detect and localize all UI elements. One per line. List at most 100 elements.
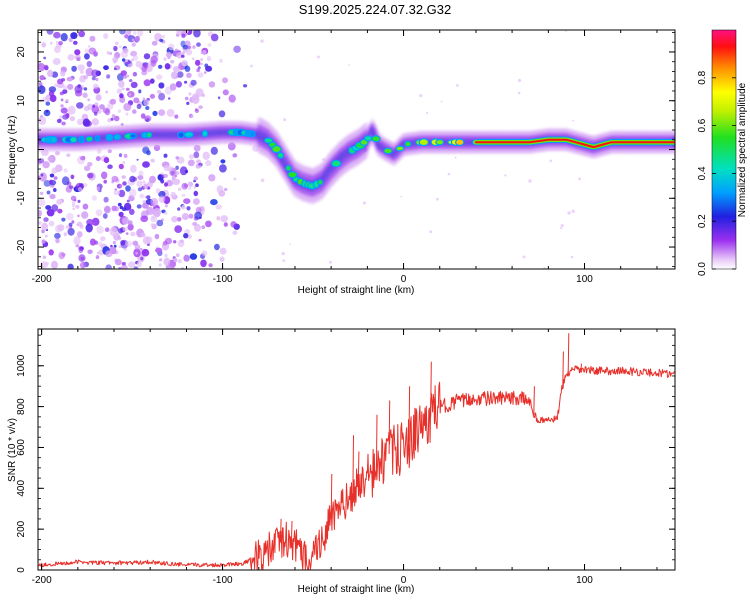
noise-speckle <box>220 215 228 223</box>
noise-speckle <box>549 159 553 163</box>
noise-speckle <box>222 89 229 96</box>
noise-speckle <box>53 31 61 39</box>
x-tick-label: -200 <box>32 575 52 586</box>
noise-speckle <box>232 153 238 158</box>
noise-speckle <box>118 245 122 248</box>
y-tick-label: 0 <box>16 567 27 573</box>
noise-speckle <box>62 89 68 94</box>
noise-speckle <box>58 41 63 46</box>
noise-speckle <box>87 103 93 111</box>
colorbar: 0.0 0.2 0.4 0.6 0.8 Normalized spectral ampl… <box>697 29 748 276</box>
noise-speckle <box>170 59 175 64</box>
noise-speckle <box>60 33 68 42</box>
noise-speckle <box>142 236 151 245</box>
noise-speckle <box>205 65 213 72</box>
noise-speckle <box>131 42 136 47</box>
colorbar-tick-label: 0.2 <box>697 214 708 228</box>
ridge-core <box>384 148 392 153</box>
noise-speckle <box>135 252 138 255</box>
noise-speckle <box>168 43 175 51</box>
ridge-core <box>396 146 404 151</box>
noise-speckle <box>63 168 68 173</box>
noise-speckle <box>181 60 188 67</box>
noise-speckle <box>53 188 57 192</box>
snr-panel: -200 -100 0 100 0 200 400 600 800 1000 Height of… <box>7 328 676 595</box>
noise-speckle <box>567 211 571 215</box>
noise-speckle <box>174 48 179 53</box>
noise-speckle <box>140 215 149 223</box>
spectral-ridge <box>38 116 675 205</box>
ridge-core <box>95 136 100 141</box>
noise-speckle <box>121 262 126 266</box>
noise-speckle <box>113 115 120 122</box>
noise-speckle <box>217 96 221 100</box>
noise-speckle <box>106 51 111 55</box>
noise-speckle <box>281 251 285 256</box>
noise-speckle <box>119 93 124 99</box>
noise-speckle <box>55 151 60 156</box>
noise-speckle <box>65 113 70 118</box>
noise-speckle <box>118 80 125 88</box>
noise-speckle <box>46 30 54 35</box>
ridge-core <box>79 136 84 143</box>
noise-speckle <box>317 55 320 59</box>
noise-speckle <box>118 189 126 198</box>
noise-speckle <box>133 30 137 36</box>
ridge-core <box>318 180 323 184</box>
noise-speckle <box>158 64 163 69</box>
noise-speckle <box>123 103 132 111</box>
noise-speckle <box>51 167 58 174</box>
noise-speckle <box>156 219 164 227</box>
noise-speckle <box>85 223 93 233</box>
noise-speckle <box>92 83 99 89</box>
x-tick-label: -100 <box>213 274 233 285</box>
noise-speckle <box>204 71 207 74</box>
noise-speckle <box>127 223 134 231</box>
noise-speckle <box>171 216 179 223</box>
noise-speckle <box>126 30 132 34</box>
y-tick-label: 10 <box>16 95 27 107</box>
noise-speckle <box>117 202 122 207</box>
snr-spike <box>580 363 582 370</box>
noise-speckle <box>122 181 127 186</box>
noise-speckle <box>38 63 46 72</box>
noise-speckle <box>113 190 120 196</box>
noise-speckle <box>113 244 117 248</box>
noise-speckle <box>436 197 439 201</box>
ridge-core <box>419 139 428 145</box>
noise-speckle <box>202 151 210 160</box>
noise-speckle <box>56 199 63 205</box>
colorbar-tick-label: 0.0 <box>697 262 708 276</box>
noise-speckle <box>94 102 99 107</box>
noise-speckle <box>61 121 66 126</box>
noise-speckle <box>120 70 128 76</box>
noise-speckle <box>193 190 199 197</box>
noise-speckle <box>176 253 180 257</box>
noise-speckle <box>170 266 175 269</box>
noise-speckle <box>47 156 54 162</box>
noise-speckle <box>188 154 195 160</box>
noise-speckle <box>177 239 185 248</box>
noise-speckle <box>87 162 93 167</box>
noise-speckle <box>42 255 47 259</box>
noise-speckle <box>200 52 203 55</box>
noise-speckle <box>86 60 93 68</box>
top-x-axis-label: Height of straight line (km) <box>298 285 415 296</box>
noise-speckle <box>456 84 459 87</box>
noise-speckle <box>429 230 433 234</box>
noise-speckle <box>48 220 55 227</box>
ridge-core <box>436 140 443 145</box>
noise-speckle <box>143 183 149 189</box>
noise-speckle <box>124 34 129 39</box>
noise-speckle <box>137 175 144 181</box>
ridge-core <box>278 153 283 158</box>
noise-speckle <box>52 58 61 65</box>
noise-speckle <box>228 94 236 103</box>
snr-spike <box>357 451 360 485</box>
noise-speckle <box>103 33 109 40</box>
noise-speckle <box>140 256 144 261</box>
ridge-core <box>86 137 93 141</box>
noise-speckle <box>171 71 179 80</box>
noise-speckle <box>45 205 52 210</box>
noise-speckle <box>73 236 81 245</box>
